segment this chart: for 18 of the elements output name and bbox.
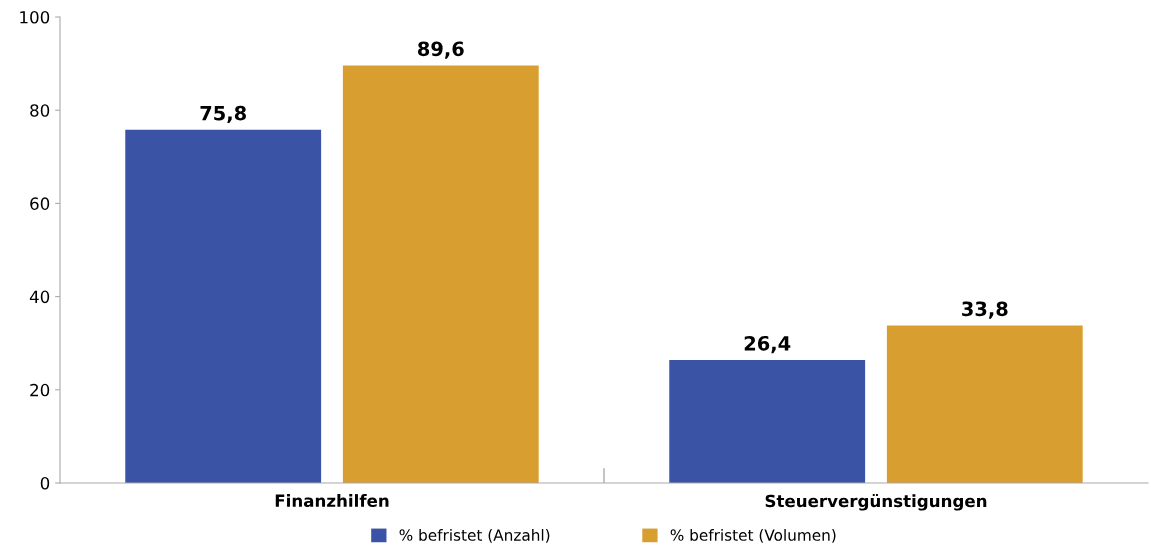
bar	[669, 359, 866, 483]
bar	[886, 325, 1083, 483]
data-label: 26,4	[744, 335, 791, 354]
legend-label: % befristet (Anzahl)	[399, 529, 550, 543]
y-tick-label: 60	[30, 197, 50, 210]
data-label: 33,8	[962, 301, 1008, 319]
bar	[342, 65, 539, 483]
y-tick-label: 20	[30, 383, 50, 397]
x-tick-label: Steuervergünstigungen	[765, 494, 987, 511]
y-tick-label: 40	[29, 290, 50, 304]
legend-label: % befristet (Volumen)	[670, 529, 836, 543]
data-label: 89,6	[418, 41, 464, 59]
y-tick-label: 100	[20, 10, 50, 24]
y-tick-label: 80	[30, 104, 50, 117]
x-tick-label: Finanzhilfen	[275, 494, 389, 508]
y-tick-label: 0	[40, 476, 50, 490]
data-label: 75,8	[200, 105, 246, 123]
bar	[125, 129, 322, 483]
